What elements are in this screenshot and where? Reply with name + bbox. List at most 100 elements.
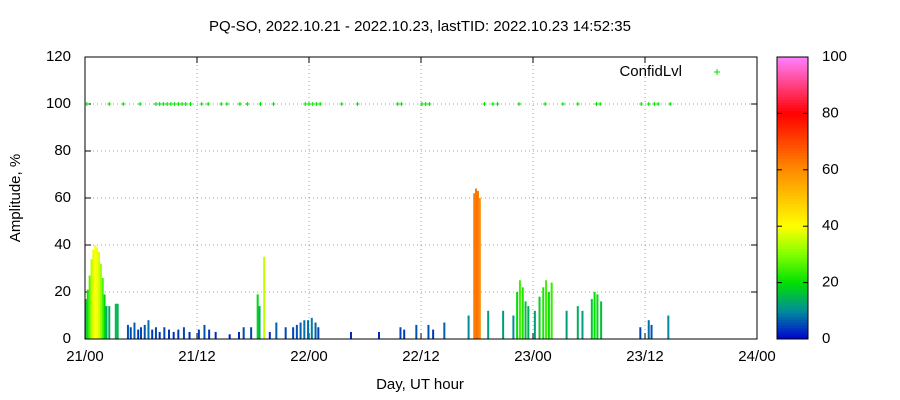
legend-marker bbox=[714, 69, 720, 75]
colorbar-tick-label: 20 bbox=[822, 274, 839, 291]
colorbar-cell bbox=[777, 175, 808, 179]
colorbar-cell bbox=[777, 254, 808, 258]
bar bbox=[576, 306, 579, 339]
y-tick-label: 100 bbox=[46, 95, 71, 112]
bar bbox=[547, 292, 550, 339]
colorbar-cell bbox=[777, 214, 808, 219]
colorbar-cell bbox=[777, 99, 808, 103]
bar bbox=[317, 327, 320, 339]
bar bbox=[126, 324, 129, 339]
colorbar-cell bbox=[777, 183, 808, 188]
colorbar-cell bbox=[777, 265, 808, 269]
y-tick-label: 60 bbox=[54, 189, 71, 206]
bar bbox=[473, 193, 476, 339]
colorbar-cell bbox=[777, 68, 808, 72]
bar bbox=[403, 329, 406, 339]
colorbar-cell bbox=[777, 257, 808, 261]
colorbar-cell bbox=[777, 313, 808, 317]
bar bbox=[307, 320, 310, 339]
bar bbox=[94, 245, 97, 339]
bar bbox=[84, 299, 87, 339]
bar bbox=[542, 287, 545, 339]
colorbar-cell bbox=[777, 166, 808, 171]
colorbar-cell bbox=[777, 102, 808, 106]
colorbar-cell bbox=[777, 200, 808, 205]
colorbar-cell bbox=[777, 113, 808, 117]
colorbar-cell bbox=[777, 150, 808, 154]
confidence-point bbox=[258, 102, 263, 106]
colorbar-cell bbox=[777, 124, 808, 128]
colorbar-cell bbox=[777, 260, 808, 264]
bar bbox=[151, 329, 154, 339]
colorbar-cell bbox=[777, 195, 808, 199]
colorbar-cell bbox=[777, 73, 808, 78]
confidence-point bbox=[652, 102, 657, 106]
confidence-point bbox=[219, 102, 224, 106]
colorbar-cell bbox=[777, 135, 808, 140]
confidence-point bbox=[427, 102, 432, 106]
confidence-point bbox=[598, 102, 603, 106]
bar bbox=[263, 256, 266, 339]
colorbar-cell bbox=[777, 85, 808, 89]
colorbar-cell bbox=[777, 217, 808, 222]
colorbar-cell bbox=[777, 161, 808, 165]
colorbar-cell bbox=[777, 62, 808, 66]
x-tick-label: 21/00 bbox=[66, 348, 104, 365]
colorbar-cell bbox=[777, 138, 808, 143]
confidence-point bbox=[543, 102, 548, 106]
confidence-point bbox=[307, 102, 311, 106]
bar bbox=[303, 320, 306, 339]
x-tick-label: 23/12 bbox=[626, 348, 664, 365]
confidence-point bbox=[318, 102, 323, 106]
bar bbox=[256, 294, 259, 339]
bar bbox=[565, 310, 568, 339]
confidence-point bbox=[157, 102, 162, 106]
colorbar-cell bbox=[777, 76, 808, 81]
bar bbox=[378, 331, 380, 339]
colorbar-cell bbox=[777, 152, 808, 157]
bar bbox=[432, 329, 435, 339]
colorbar-cell bbox=[777, 237, 808, 241]
confidence-point bbox=[399, 102, 404, 106]
colorbar-cell bbox=[777, 59, 808, 64]
bar bbox=[238, 331, 240, 339]
bar bbox=[487, 310, 490, 339]
bar bbox=[116, 303, 119, 339]
bar bbox=[228, 334, 231, 339]
bar bbox=[158, 331, 161, 339]
colorbar-cell bbox=[777, 107, 808, 112]
bar bbox=[182, 327, 185, 339]
bar bbox=[154, 327, 157, 339]
bar bbox=[98, 252, 100, 339]
bar bbox=[590, 299, 593, 339]
bar bbox=[467, 315, 470, 339]
colorbar-cell bbox=[777, 212, 808, 216]
colorbar-cell bbox=[777, 327, 808, 332]
colorbar-cell bbox=[777, 121, 808, 126]
chart-title: PQ-SO, 2022.10.21 - 2022.10.23, lastTID:… bbox=[209, 18, 631, 35]
colorbar-cell bbox=[777, 291, 808, 295]
colorbar-cell bbox=[777, 71, 808, 75]
confidence-point bbox=[271, 102, 276, 106]
colorbar-cell bbox=[777, 274, 808, 278]
bar bbox=[650, 324, 653, 339]
y-tick-label: 120 bbox=[46, 48, 71, 65]
bar bbox=[137, 329, 140, 339]
colorbar-cell bbox=[777, 299, 808, 303]
colorbar-cell bbox=[777, 158, 808, 162]
plot-border bbox=[84, 56, 758, 340]
bar bbox=[427, 324, 430, 339]
y-tick-label: 40 bbox=[54, 236, 71, 253]
confidence-point bbox=[310, 102, 315, 106]
colorbar-cell bbox=[777, 79, 808, 83]
bar bbox=[516, 292, 519, 339]
confidence-point bbox=[121, 102, 126, 106]
colorbar-cell bbox=[777, 231, 808, 236]
confidence-point bbox=[224, 102, 229, 106]
x-tick-label: 22/00 bbox=[290, 348, 328, 365]
bar bbox=[268, 331, 271, 339]
colorbar-cell bbox=[777, 243, 808, 247]
bar bbox=[284, 327, 287, 339]
bar bbox=[292, 327, 295, 339]
colorbar-cell bbox=[777, 178, 808, 182]
